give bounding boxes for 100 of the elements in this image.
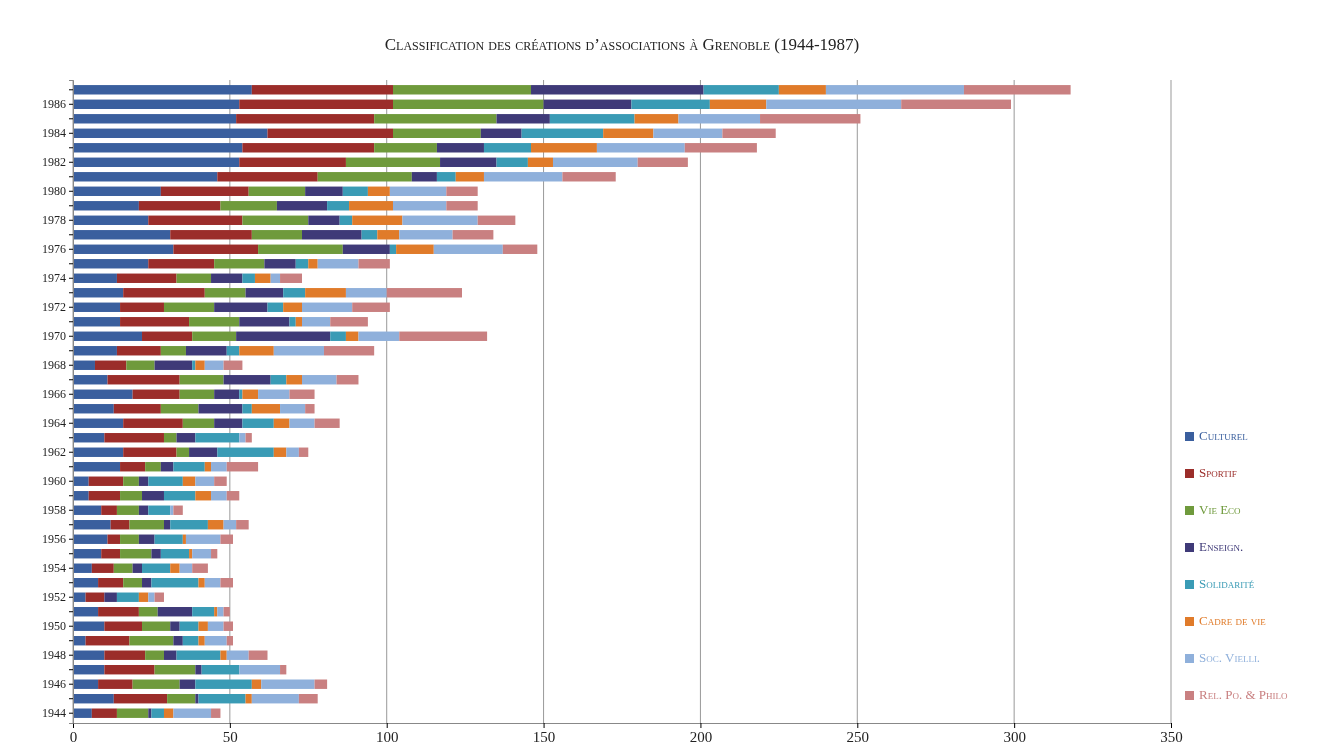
bar	[116, 346, 161, 356]
bar	[148, 505, 171, 515]
bar	[195, 679, 252, 689]
bar	[123, 418, 183, 428]
bar	[73, 346, 117, 356]
bar	[98, 607, 139, 617]
bar	[73, 302, 121, 312]
bar	[173, 708, 212, 718]
bar	[163, 708, 174, 718]
bar	[189, 447, 218, 457]
bar	[226, 636, 233, 646]
bar	[207, 520, 224, 530]
y-tick-label: 1960	[42, 474, 66, 489]
bar	[73, 215, 149, 225]
bar	[596, 143, 685, 153]
bar	[73, 128, 268, 138]
bar	[389, 244, 397, 254]
bar	[305, 404, 315, 414]
bar	[204, 636, 227, 646]
bar	[116, 708, 149, 718]
bar	[116, 505, 139, 515]
bar	[73, 708, 92, 718]
bar	[703, 85, 779, 95]
bar	[198, 578, 205, 588]
bar	[120, 534, 139, 544]
bar	[258, 389, 290, 399]
bar	[436, 143, 484, 153]
bar	[358, 331, 400, 341]
bar	[204, 578, 221, 588]
bar	[170, 621, 180, 631]
bar	[760, 114, 861, 124]
bar	[436, 172, 456, 182]
bar	[154, 534, 183, 544]
bar	[483, 172, 563, 182]
bar	[148, 592, 155, 602]
bar	[236, 331, 331, 341]
bar	[173, 244, 259, 254]
bar	[286, 447, 299, 457]
bar	[239, 389, 243, 399]
bar	[211, 491, 227, 501]
bar	[226, 462, 259, 472]
bar	[148, 708, 152, 718]
bar	[173, 505, 183, 515]
bar	[192, 563, 208, 573]
bar	[170, 520, 208, 530]
bar	[73, 259, 149, 269]
bar	[195, 360, 205, 370]
bar	[176, 447, 190, 457]
bar	[138, 607, 158, 617]
bar	[264, 259, 296, 269]
bar	[239, 433, 246, 443]
bar	[496, 157, 528, 167]
legend-label: Solidarité	[1199, 576, 1255, 591]
bar	[280, 273, 303, 283]
bar	[345, 157, 441, 167]
y-tick-label: 1948	[42, 648, 66, 663]
bar	[195, 476, 215, 486]
bar	[179, 679, 196, 689]
legend-label: Vie Eco	[1199, 502, 1242, 517]
bar	[345, 331, 359, 341]
bar	[73, 578, 99, 588]
bar	[73, 389, 133, 399]
bar	[163, 650, 177, 660]
bar	[120, 302, 164, 312]
x-tick-label: 50	[222, 728, 238, 745]
bar	[160, 462, 174, 472]
bar	[220, 201, 277, 211]
bar	[521, 128, 604, 138]
bar	[189, 317, 240, 327]
bar	[455, 172, 484, 182]
bar	[386, 288, 463, 298]
y-tick-label: 1978	[42, 213, 66, 228]
y-tick-label: 1964	[42, 416, 66, 431]
bar	[73, 563, 92, 573]
bar	[361, 230, 378, 240]
bar	[73, 607, 99, 617]
bar	[562, 172, 616, 182]
bar	[336, 375, 359, 385]
bar	[73, 230, 171, 240]
bar	[85, 636, 130, 646]
bar	[110, 520, 130, 530]
bar	[226, 491, 240, 501]
bar	[94, 360, 127, 370]
bar	[91, 563, 114, 573]
bar	[173, 462, 205, 472]
bar	[411, 172, 437, 182]
bar	[214, 302, 268, 312]
bar	[198, 404, 243, 414]
bar	[120, 317, 190, 327]
bar	[223, 360, 243, 370]
bar	[399, 331, 488, 341]
bar	[113, 404, 161, 414]
bar	[154, 360, 193, 370]
bar	[151, 708, 164, 718]
bar	[154, 592, 164, 602]
bar	[198, 694, 246, 704]
bar	[73, 462, 121, 472]
bar	[226, 650, 249, 660]
bar	[603, 128, 654, 138]
bar	[242, 215, 309, 225]
